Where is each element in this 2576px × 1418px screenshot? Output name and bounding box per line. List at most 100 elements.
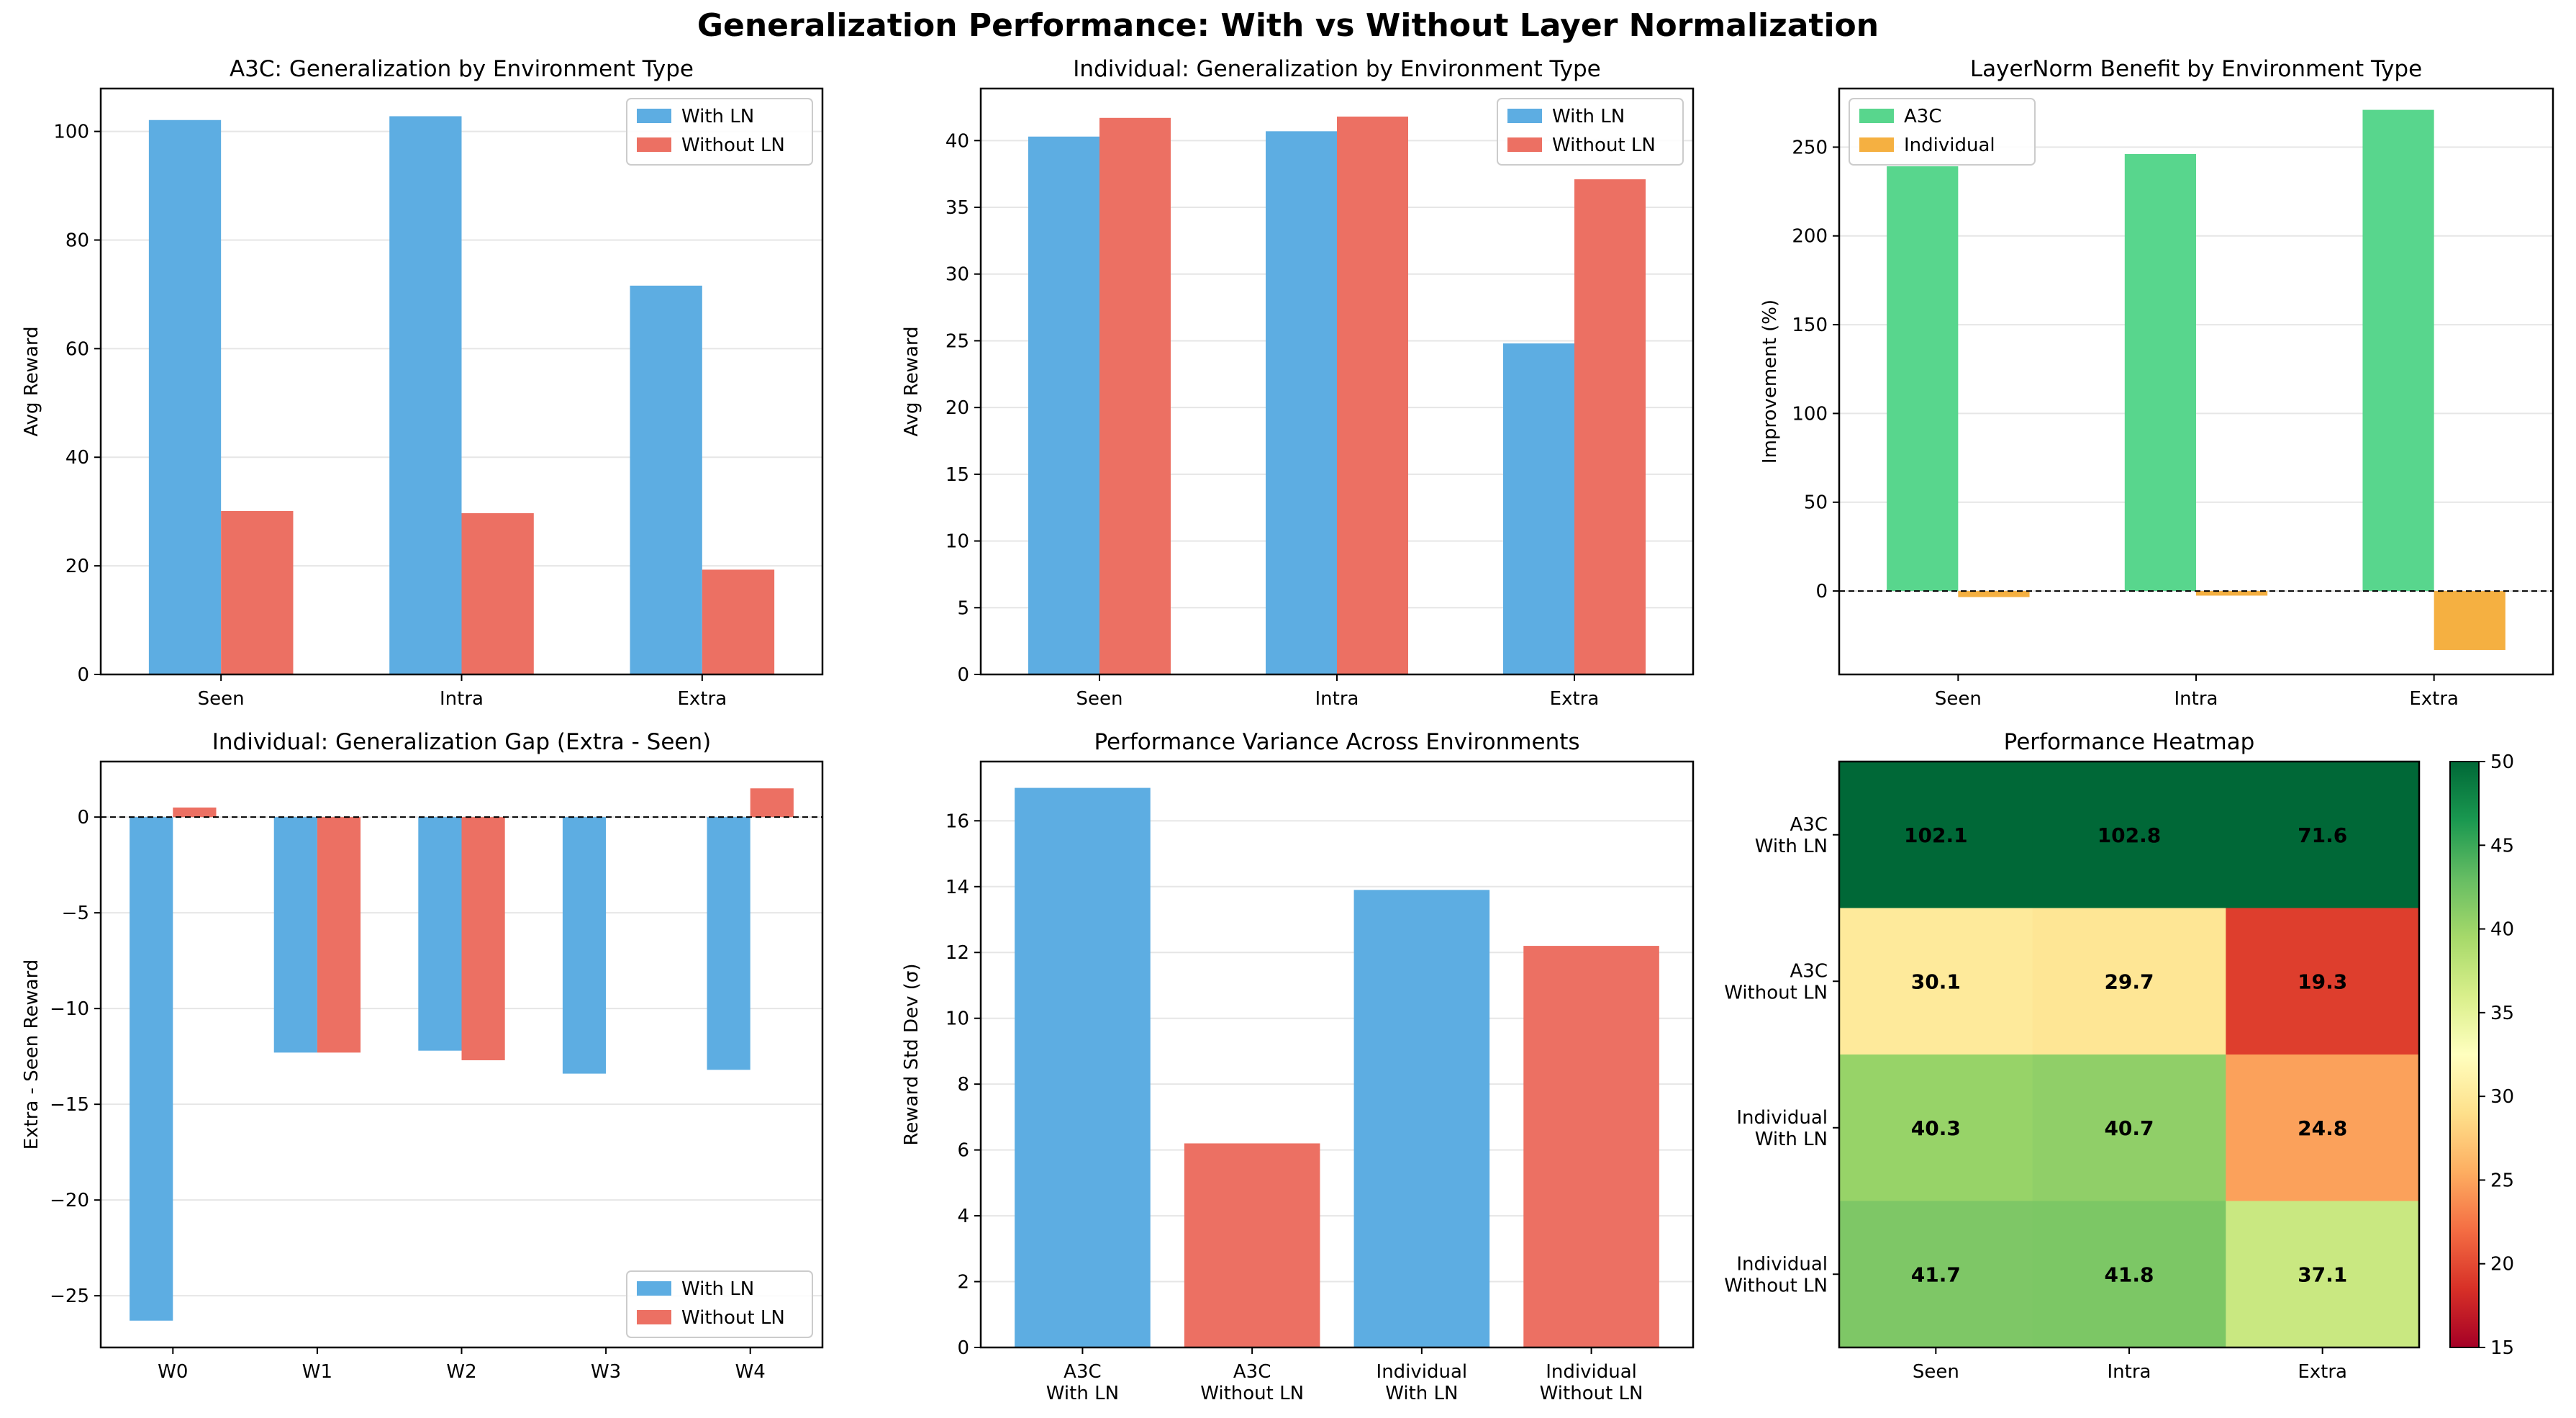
legend-label: A3C (1904, 106, 1941, 127)
heatmap-cell-label: 29.7 (2104, 970, 2154, 993)
bar-with-ln-2 (418, 817, 462, 1051)
heatmap-cell-label: 40.3 (1911, 1116, 1961, 1140)
x-tick-label-line: Seen (198, 688, 245, 710)
y-tick-label-line: With LN (1755, 1129, 1828, 1150)
x-tick-label: Intra (440, 688, 484, 710)
heatmap-cell-label: 37.1 (2298, 1263, 2347, 1286)
bar-individual-1 (2196, 591, 2268, 596)
bar-2 (1353, 890, 1490, 1347)
legend-swatch (1507, 137, 1542, 152)
y-tick-label: 20 (945, 397, 969, 419)
heatmap-cell-label: 41.8 (2104, 1263, 2154, 1286)
colorbar-tick-label: 30 (2490, 1086, 2514, 1108)
y-tick-label-line: With LN (1755, 836, 1828, 857)
colorbar-tick-label: 15 (2490, 1337, 2514, 1359)
panel-individual-generalization: 0 5 10 15 20 25 30 35 40 Seen Intra Extra Individual… (901, 56, 1695, 710)
legend-label: Individual (1904, 135, 1995, 156)
heatmap-cell (2032, 1055, 2226, 1201)
y-tick-label: 6 (957, 1140, 969, 1162)
y-tick-label: 35 (945, 197, 969, 219)
x-tick-label: Seen (1935, 688, 1982, 710)
y-axis-label: Improvement (%) (1759, 299, 1781, 464)
x-tick-label: Seen (1076, 688, 1123, 710)
bar-a3c-0 (1887, 166, 1959, 592)
x-tick-label-line: Without LN (1540, 1383, 1643, 1404)
legend-box (1849, 98, 2036, 166)
heatmap-cell-label: 102.8 (2097, 823, 2162, 847)
y-tick-label: 2 (957, 1272, 969, 1293)
x-tick-label-line: A3C (1063, 1361, 1101, 1383)
x-tick-label: W4 (735, 1361, 766, 1383)
heatmap-cell-label: 24.8 (2298, 1116, 2347, 1140)
bar-without-ln-1 (1337, 116, 1408, 675)
x-tick-label-line: W2 (446, 1361, 476, 1383)
legend-swatch (637, 1310, 671, 1324)
y-tick-label: −10 (50, 998, 89, 1020)
x-tick-label-line: W4 (735, 1361, 766, 1383)
legend-swatch (637, 1281, 671, 1296)
x-tick-label: Extra (678, 688, 727, 710)
y-tick-label: 0 (1815, 581, 1828, 602)
colorbar-bar (2449, 761, 2480, 1348)
heatmap-cell-label: 41.7 (1911, 1263, 1961, 1286)
legend-swatch (1859, 137, 1894, 152)
heatmap-cell (2226, 762, 2420, 908)
bar-with-ln-2 (630, 285, 702, 674)
x-tick-label-line: With LN (1046, 1383, 1119, 1404)
y-tick-label: 5 (957, 597, 969, 619)
y-tick-label: Individual With LN (1736, 1107, 1828, 1150)
heatmap-cell (2226, 908, 2420, 1055)
axes-frame (979, 760, 1695, 1349)
y-tick-label: 10 (945, 531, 969, 553)
panel-performance-heatmap: 102.1 102.8 71.6 30.1 29.7 19.3 40.3 40.7 24.8 41… (1724, 729, 2514, 1383)
y-tick-label: A3C With LN (1755, 814, 1828, 857)
y-tick-label: 100 (53, 122, 89, 143)
legend-swatch (1859, 109, 1894, 123)
bar-without-ln-2 (702, 569, 775, 674)
legend-label: Without LN (681, 1307, 785, 1329)
y-tick-label: 20 (65, 556, 89, 577)
y-tick-label: −15 (50, 1094, 89, 1116)
y-axis-label: Extra - Seen Reward (21, 959, 42, 1150)
y-tick-label: 0 (77, 664, 89, 686)
y-tick-label: 0 (957, 664, 969, 686)
y-axis-label: Reward Std Dev (σ) (901, 964, 922, 1146)
heatmap-cell (2032, 1201, 2226, 1348)
y-tick-label: 60 (65, 338, 89, 360)
panel-title: Individual: Generalization by Environmen… (1073, 56, 1600, 82)
y-axis-label: Avg Reward (901, 326, 922, 436)
colorbar-tick-label: 40 (2490, 919, 2514, 941)
x-tick-label-line: Intra (2174, 688, 2218, 710)
y-tick-label: 250 (1792, 137, 1828, 158)
x-tick-label: W1 (302, 1361, 332, 1383)
heatmap-cell-label: 19.3 (2298, 970, 2347, 993)
y-tick-label-line: Individual (1736, 1253, 1828, 1275)
heatmap-cell-label: 40.7 (2104, 1116, 2154, 1140)
heatmap-cell (2032, 908, 2226, 1055)
y-tick-label: 12 (945, 942, 969, 964)
x-tick-label: W2 (446, 1361, 476, 1383)
legend-label: With LN (1552, 106, 1625, 127)
colorbar: 15 20 25 30 35 40 45 50 (2449, 751, 2514, 1359)
y-tick-label-line: Without LN (1724, 1275, 1828, 1296)
x-tick-label-line: Individual (1377, 1361, 1468, 1383)
figure-title: Generalization Performance: With vs With… (697, 7, 1879, 44)
bar-with-ln-0 (148, 119, 222, 675)
y-tick-label: 150 (1792, 315, 1828, 336)
heatmap-cell (1839, 1201, 2033, 1348)
x-tick-label-line: Extra (1550, 688, 1600, 710)
legend-box (1497, 98, 1684, 166)
legend-swatch (1507, 109, 1542, 123)
y-tick-label: 10 (945, 1008, 969, 1030)
y-tick-label: 30 (945, 264, 969, 286)
x-tick-label-line: Seen (1935, 688, 1982, 710)
bar-with-ln-4 (707, 817, 750, 1070)
x-tick-label: Extra (1550, 688, 1600, 710)
legend-label: Without LN (681, 135, 785, 156)
colorbar-tick-label: 50 (2490, 751, 2514, 773)
panel-layernorm-benefit: 0 50 100 150 200 250 Seen Intra Extra LayerNorm B… (1759, 56, 2554, 710)
bar-without-ln-4 (750, 788, 794, 818)
bar-without-ln-1 (317, 817, 361, 1053)
